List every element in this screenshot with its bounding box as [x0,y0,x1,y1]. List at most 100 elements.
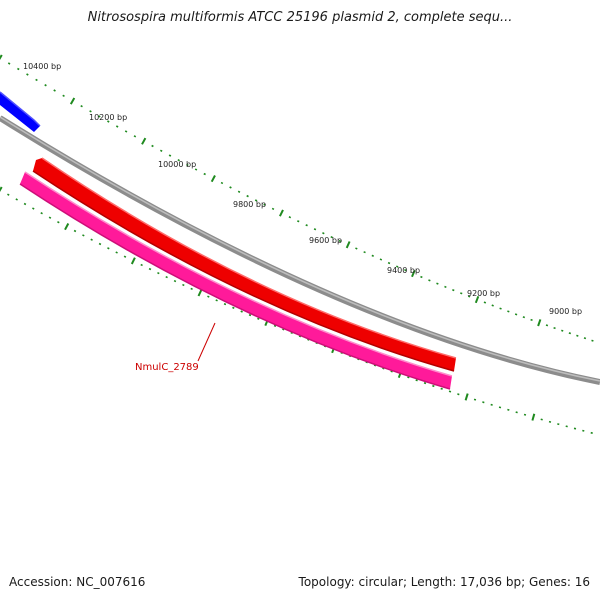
minor-tick [165,275,168,279]
major-tick [64,223,70,231]
minor-tick [444,285,447,288]
minor-tick [229,186,232,189]
gene-label-nmulc-2789: NmulC_2789 [135,362,199,373]
minor-tick [428,279,431,282]
minor-tick [98,115,101,118]
minor-tick [448,390,452,393]
minor-tick [190,287,193,291]
minor-tick [591,339,594,342]
minor-tick [257,317,260,320]
minor-tick [148,267,152,271]
minor-tick [248,314,252,317]
minor-tick [583,337,587,340]
minor-tick [240,310,243,313]
minor-tick [576,334,579,337]
minor-tick [44,83,47,87]
minor-tick [482,401,485,404]
minor-tick [232,306,235,310]
minor-tick [246,194,249,198]
gene-forward-red[interactable] [32,157,457,372]
minor-tick [237,190,241,193]
minor-tick [140,263,143,267]
minor-tick [80,105,83,108]
minor-tick [186,163,189,167]
minor-tick [296,220,300,223]
minor-tick [215,299,218,302]
accession-text: Accession: NC_007616 [9,575,146,589]
minor-tick [182,283,185,287]
minor-tick [168,154,172,157]
minor-tick [395,265,399,268]
minor-tick [107,120,110,123]
minor-tick [133,135,137,138]
backbone-arc-highlight [0,116,600,382]
major-tick [345,241,351,249]
summary-text: Topology: circular; Length: 17,036 bp; G… [298,575,590,589]
minor-tick [420,275,423,279]
minor-tick [160,149,163,152]
minor-tick [514,313,518,316]
minor-tick [15,198,18,201]
backbone-arc [0,115,600,385]
minor-tick [440,387,443,390]
minor-tick [515,411,518,414]
minor-tick [53,89,56,92]
scale-label: 10000 bp [158,160,196,169]
minor-tick [490,403,493,406]
scale-label: 9000 bp [549,307,582,316]
minor-tick [223,303,227,306]
major-tick [69,97,76,105]
minor-tick [254,199,258,202]
minor-tick [387,261,391,265]
minor-tick [338,239,342,243]
minor-tick [507,408,510,411]
major-tick [464,393,469,401]
minor-tick [17,67,20,71]
minor-tick [62,94,65,97]
map-title: Nitrosospira multiformis ATCC 25196 plas… [87,10,513,25]
scale-label: 9400 bp [387,266,420,275]
minor-tick [35,78,38,82]
minor-tick [40,212,43,215]
minor-tick [415,379,418,382]
major-tick [130,257,136,265]
minor-tick [530,318,533,322]
minor-tick [305,224,308,227]
minor-tick [220,181,224,185]
scale-label: 9800 bp [233,200,266,209]
scale-label: 10200 bp [89,113,127,122]
minor-tick [89,110,92,113]
minor-tick [288,216,292,219]
minor-tick [123,255,127,258]
major-tick [531,413,536,421]
minor-tick [507,310,510,313]
minor-tick [207,295,210,298]
major-tick [0,54,3,60]
outer-tick-ring [0,54,594,342]
minor-tick [115,251,118,254]
minor-tick [57,221,60,224]
minor-tick [82,234,85,237]
minor-tick [173,280,177,283]
gene-forward-blue[interactable] [0,91,41,132]
minor-tick [355,247,358,250]
minor-tick [157,271,160,275]
minor-tick [7,193,10,196]
minor-tick [203,172,206,176]
minor-tick [271,207,275,211]
major-tick [210,175,216,183]
minor-tick [436,282,439,285]
minor-tick [48,216,52,219]
major-tick [0,186,3,193]
major-tick [411,269,416,278]
major-tick [279,209,284,217]
major-tick [537,319,542,327]
minor-tick [73,229,77,233]
minor-tick [499,307,502,310]
gene-reverse-nmulc-2789[interactable] [19,171,453,390]
minor-tick [423,382,427,385]
scale-label: 9200 bp [467,289,500,298]
minor-tick [194,168,198,171]
minor-tick [553,326,556,330]
